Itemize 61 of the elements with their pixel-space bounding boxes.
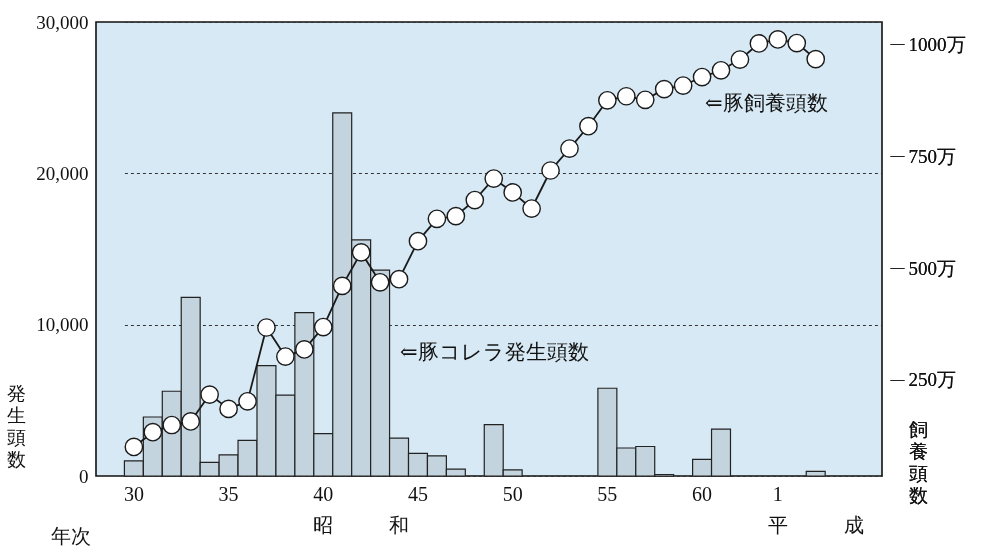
series-label: ⇐豚飼養頭数 (705, 90, 828, 115)
x-tick-label: 45 (407, 482, 428, 505)
point (143, 422, 163, 442)
point (598, 90, 617, 110)
point (522, 199, 541, 218)
point (181, 412, 201, 431)
point (276, 347, 295, 366)
series-label: ⇐豚コレラ発生頭数 (400, 340, 589, 365)
point (560, 139, 579, 158)
y-axis-title: 発生頭数 (7, 382, 26, 470)
y-tick-label: 0 (79, 465, 89, 487)
x-tick-label: 50 (502, 482, 523, 505)
y-tick-label: 10,000 (36, 314, 89, 336)
x-tick-label: 30 (123, 482, 144, 505)
point (787, 33, 807, 53)
point (200, 385, 219, 404)
x-tick-label: 35 (218, 482, 239, 505)
point (579, 116, 598, 136)
point (124, 437, 144, 457)
point (673, 76, 693, 95)
point (427, 209, 447, 229)
x-tick-label: 1 (772, 482, 783, 505)
point (503, 183, 523, 202)
point (635, 90, 655, 110)
point (238, 391, 257, 411)
bar (805, 470, 826, 477)
y2-tick-label: 750万 (908, 145, 956, 167)
x-axis-title: 年次 (50, 524, 91, 547)
point (711, 60, 731, 80)
point (730, 50, 750, 69)
x-tick-label: 60 (692, 482, 713, 505)
point (768, 30, 788, 49)
point (370, 272, 390, 292)
y2-tick-label: 1000万 (908, 33, 966, 55)
point (446, 206, 466, 226)
point (313, 317, 333, 337)
y-tick-label: 20,000 (36, 162, 89, 184)
point (465, 190, 485, 210)
point (408, 231, 428, 251)
point (294, 340, 314, 359)
y-tick-label: 30,000 (36, 11, 89, 33)
point (692, 67, 712, 87)
point (806, 49, 826, 69)
y2-tick-label: 500万 (908, 257, 956, 279)
point (351, 243, 371, 262)
point (654, 79, 674, 99)
point (616, 86, 636, 106)
point (389, 269, 409, 289)
point (257, 318, 276, 337)
x-tick-label: 55 (597, 482, 618, 505)
point (749, 34, 769, 53)
y2-tick-label: 250万 (908, 369, 956, 391)
y2-axis-title: 飼養頭数 (909, 418, 928, 506)
text: 昭和 (313, 514, 410, 536)
text: 平成 (767, 514, 864, 536)
point (162, 415, 182, 435)
point (332, 276, 352, 296)
x-tick-label: 40 (313, 482, 334, 505)
point (219, 399, 238, 419)
point (541, 161, 560, 180)
point (484, 169, 504, 188)
